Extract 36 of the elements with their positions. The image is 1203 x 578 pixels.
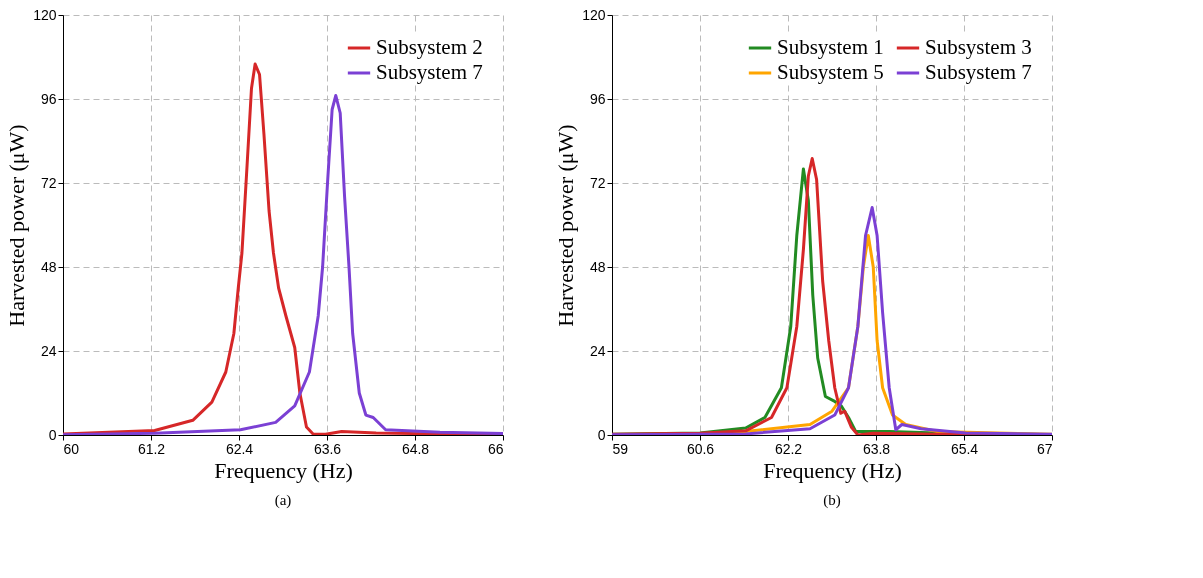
x-tick-label: 65.4 — [950, 440, 979, 457]
legend-label: Subsystem 3 — [925, 35, 1032, 59]
x-tick-label: 59 — [612, 440, 629, 457]
x-tick-label: 67 — [1036, 440, 1053, 457]
x-tick-label: 61.2 — [137, 440, 166, 457]
x-tick-label: 62.4 — [225, 440, 254, 457]
legend-label: Subsystem 2 — [376, 35, 483, 59]
y-axis-title: Harvested power (μW) — [4, 124, 30, 327]
text: (b) — [823, 492, 841, 509]
legend-label: Subsystem 1 — [777, 35, 884, 59]
x-tick-label: 64.8 — [401, 440, 430, 457]
x-tick-label: 60.6 — [686, 440, 715, 457]
x-tick-label: 63.8 — [862, 440, 891, 457]
x-axis-title: Frequency (Hz) — [763, 457, 902, 483]
y-tick-label: 96 — [589, 90, 606, 107]
legend-label: Subsystem 7 — [376, 60, 483, 84]
y-tick-label: 96 — [40, 90, 57, 107]
text: (a) — [274, 492, 292, 509]
legend-label: Subsystem 5 — [777, 60, 884, 84]
x-axis-title: Frequency (Hz) — [214, 457, 353, 483]
y-tick-label: 24 — [589, 342, 606, 359]
y-tick-label: 120 — [33, 6, 57, 23]
x-tick-label: 62.2 — [774, 440, 803, 457]
y-tick-label: 24 — [40, 342, 57, 359]
legend-label: Subsystem 7 — [925, 60, 1032, 84]
y-axis-title: Harvested power (μW) — [553, 124, 579, 327]
y-tick-label: 48 — [40, 258, 57, 275]
y-tick-label: 72 — [589, 174, 606, 191]
x-tick-label: 66 — [487, 440, 504, 457]
x-tick-label: 60 — [63, 440, 80, 457]
x-tick-label: 63.6 — [313, 440, 342, 457]
y-tick-label: 48 — [589, 258, 606, 275]
y-tick-label: 0 — [597, 426, 606, 443]
y-tick-label: 0 — [48, 426, 57, 443]
y-tick-label: 120 — [582, 6, 606, 23]
y-tick-label: 72 — [40, 174, 57, 191]
